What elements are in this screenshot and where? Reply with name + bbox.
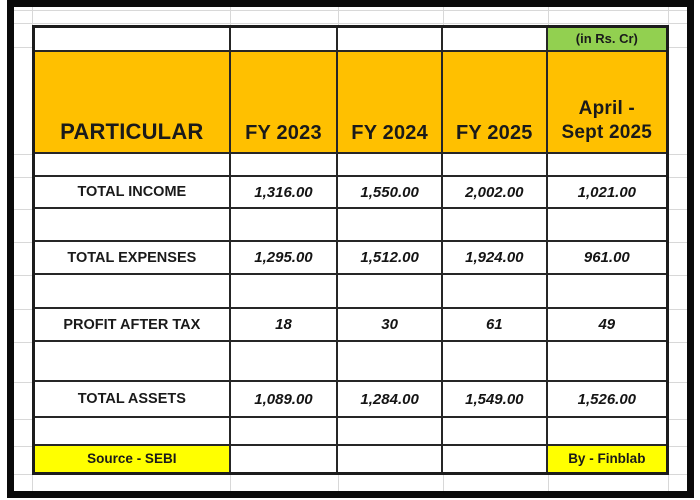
empty-cell[interactable] [442,418,546,444]
empty-cell[interactable] [338,153,441,176]
value-profit-after-tax-fy2025[interactable]: 61 [442,309,546,341]
empty-cell[interactable] [338,28,441,50]
empty-cell[interactable] [35,209,229,241]
empty-cell[interactable] [547,275,666,308]
empty-cell[interactable] [35,418,229,444]
financial-summary-table: (in Rs. Cr) PARTICULAR FY 2023 FY 2024 F… [32,25,669,475]
row-label-total-assets[interactable]: TOTAL ASSETS [35,381,229,417]
col-header-particular[interactable]: PARTICULAR [35,51,229,152]
row-label-total-income[interactable]: TOTAL INCOME [35,177,229,208]
col-header-fy2025[interactable]: FY 2025 [442,51,546,152]
empty-cell[interactable] [338,342,441,380]
value-profit-after-tax-fy2024[interactable]: 30 [338,309,441,341]
value-total-income-fy2023[interactable]: 1,316.00 [230,177,337,208]
empty-cell[interactable] [442,445,546,472]
value-profit-after-tax-april-sept[interactable]: 49 [547,309,666,341]
empty-cell[interactable] [230,445,337,472]
empty-cell[interactable] [35,342,229,380]
empty-cell[interactable] [547,342,666,380]
empty-cell[interactable] [230,418,337,444]
empty-cell[interactable] [442,342,546,380]
units-note-cell[interactable]: (in Rs. Cr) [547,28,666,50]
value-total-assets-fy2023[interactable]: 1,089.00 [230,381,337,417]
gridline [14,23,687,24]
empty-cell[interactable] [442,275,546,308]
value-profit-after-tax-fy2023[interactable]: 18 [230,309,337,341]
value-total-expenses-fy2025[interactable]: 1,924.00 [442,242,546,274]
empty-cell[interactable] [230,153,337,176]
empty-cell[interactable] [230,28,337,50]
empty-cell[interactable] [547,209,666,241]
row-label-profit-after-tax[interactable]: PROFIT AFTER TAX [35,309,229,341]
empty-cell[interactable] [230,342,337,380]
source-cell[interactable]: Source - SEBI [35,445,229,472]
col-header-fy2023[interactable]: FY 2023 [230,51,337,152]
gridline [14,10,687,11]
empty-cell[interactable] [338,445,441,472]
col-header-april-sept-2025[interactable]: April - Sept 2025 [547,51,666,152]
value-total-assets-fy2025[interactable]: 1,549.00 [442,381,546,417]
empty-cell[interactable] [230,209,337,241]
value-total-income-fy2025[interactable]: 2,002.00 [442,177,546,208]
empty-cell[interactable] [230,275,337,308]
empty-cell[interactable] [442,28,546,50]
empty-cell[interactable] [442,209,546,241]
value-total-expenses-fy2024[interactable]: 1,512.00 [338,242,441,274]
empty-cell[interactable] [338,209,441,241]
empty-cell[interactable] [547,153,666,176]
empty-cell[interactable] [442,153,546,176]
value-total-assets-fy2024[interactable]: 1,284.00 [338,381,441,417]
value-total-expenses-april-sept[interactable]: 961.00 [547,242,666,274]
value-total-assets-april-sept[interactable]: 1,526.00 [547,381,666,417]
col-header-fy2024[interactable]: FY 2024 [338,51,441,152]
empty-cell[interactable] [547,418,666,444]
value-total-income-fy2024[interactable]: 1,550.00 [338,177,441,208]
empty-cell[interactable] [338,275,441,308]
empty-cell[interactable] [338,418,441,444]
empty-cell[interactable] [35,275,229,308]
empty-cell[interactable] [35,153,229,176]
empty-cell[interactable] [35,28,229,50]
credit-cell[interactable]: By - Finblab [547,445,666,472]
value-total-expenses-fy2023[interactable]: 1,295.00 [230,242,337,274]
row-label-total-expenses[interactable]: TOTAL EXPENSES [35,242,229,274]
value-total-income-april-sept[interactable]: 1,021.00 [547,177,666,208]
